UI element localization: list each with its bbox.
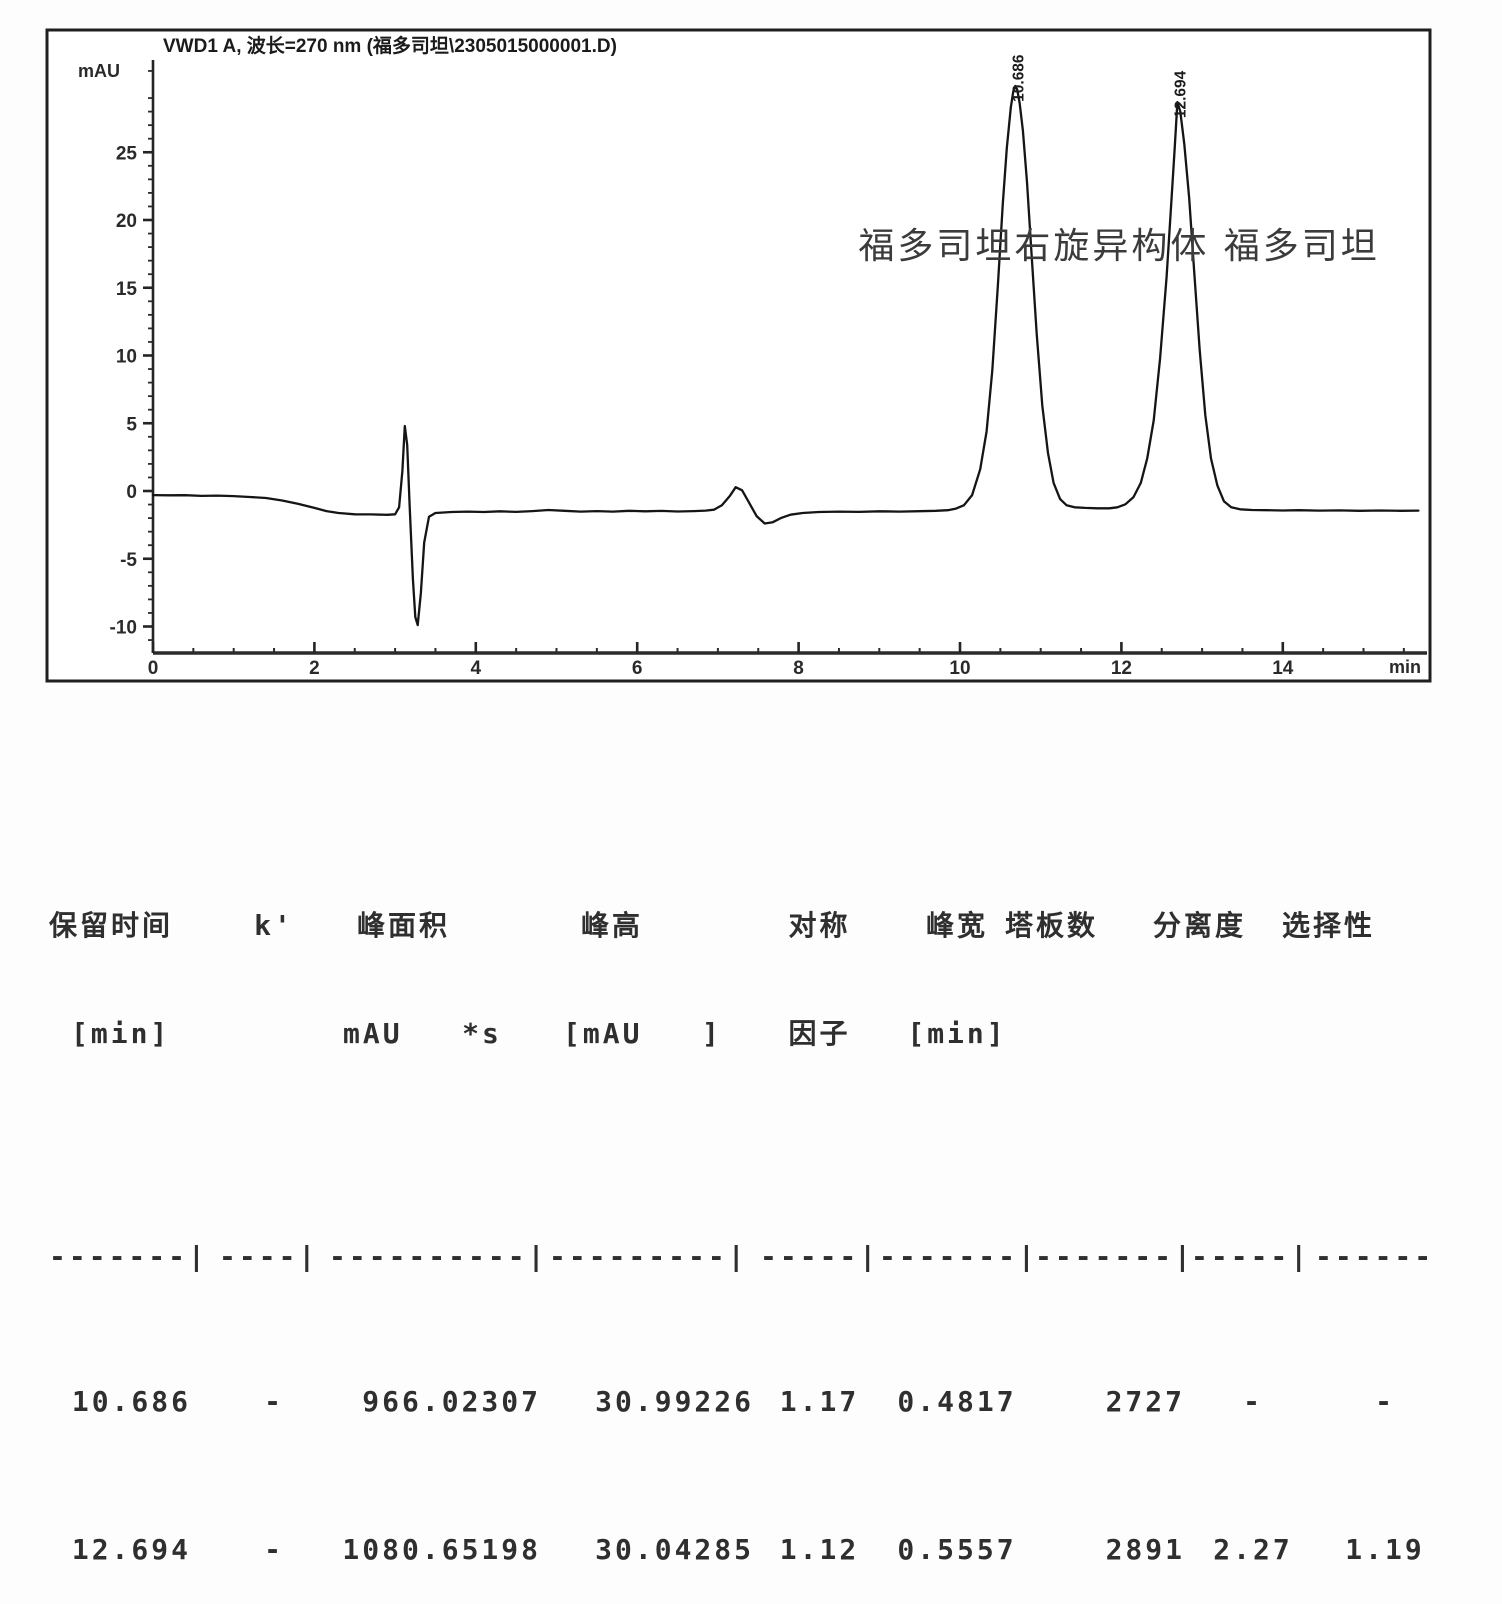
- header-plate-number: 塔板数: [1005, 909, 1099, 942]
- y-tick-label: 25: [116, 143, 138, 164]
- header-resolution: 分离度: [1153, 909, 1247, 942]
- peak-retention-time-label: 10.686: [1010, 54, 1027, 102]
- x-tick-label: 0: [148, 658, 159, 679]
- y-tick-label: -5: [120, 550, 137, 571]
- header-symmetry-factor: 对称 因子: [788, 909, 851, 1050]
- chart-title: VWD1 A, 波长=270 nm (福多司坦\2305015000001.D): [163, 34, 617, 57]
- peak-table-header-row: 保留时间 [min] k' 峰面积 mAU *s 峰高 [mAU ] 对称 因子…: [49, 836, 1455, 1124]
- compound-annotation: 福多司坦右旋异构体 福多司坦: [858, 226, 1379, 267]
- table-row: 12.694 - 1080.65198 30.04285 1.12 0.5557…: [71, 1533, 1425, 1566]
- y-axis-unit-label: mAU: [78, 61, 120, 81]
- x-axis-unit-label: min: [1389, 657, 1421, 677]
- y-tick-label: 15: [116, 279, 138, 300]
- table-row: 10.686 - 966.02307 30.99226 1.17 0.4817 …: [71, 1385, 1395, 1418]
- header-peak-area: 峰面积 mAU *s: [343, 909, 502, 1050]
- peak-table: 保留时间 [min] k' 峰面积 mAU *s 峰高 [mAU ] 对称 因子…: [49, 764, 1455, 1604]
- x-tick-label: 8: [793, 658, 804, 679]
- plot-frame: [45, 28, 1432, 683]
- x-tick-label: 14: [1272, 658, 1294, 679]
- peak-retention-time-label: 12.694: [1172, 70, 1189, 118]
- header-k-prime: k': [254, 909, 294, 942]
- y-tick-label: 10: [116, 347, 137, 368]
- x-tick-label: 4: [471, 658, 482, 679]
- header-retention-time: 保留时间 [min]: [49, 909, 174, 1050]
- y-tick-label: 5: [126, 414, 137, 435]
- x-tick-label: 2: [309, 658, 320, 679]
- chromatogram-chart: VWD1 A, 波长=270 nm (福多司坦\2305015000001.D)…: [45, 28, 1432, 683]
- y-tick-label: -10: [110, 618, 137, 639]
- chromatogram-panel: VWD1 A, 波长=270 nm (福多司坦\2305015000001.D)…: [0, 0, 1502, 710]
- y-tick-label: 20: [116, 211, 137, 232]
- table-separator-row: -------| ----| ----------| ---------| --…: [49, 1242, 1435, 1272]
- header-peak-height: 峰高 [mAU ]: [563, 909, 722, 1050]
- y-tick-label: 0: [126, 482, 137, 503]
- x-tick-label: 6: [632, 658, 643, 679]
- x-tick-label: 10: [949, 658, 970, 679]
- header-selectivity: 选择性: [1282, 909, 1376, 942]
- x-tick-label: 12: [1111, 658, 1132, 679]
- chromatogram-trace: [151, 84, 1420, 627]
